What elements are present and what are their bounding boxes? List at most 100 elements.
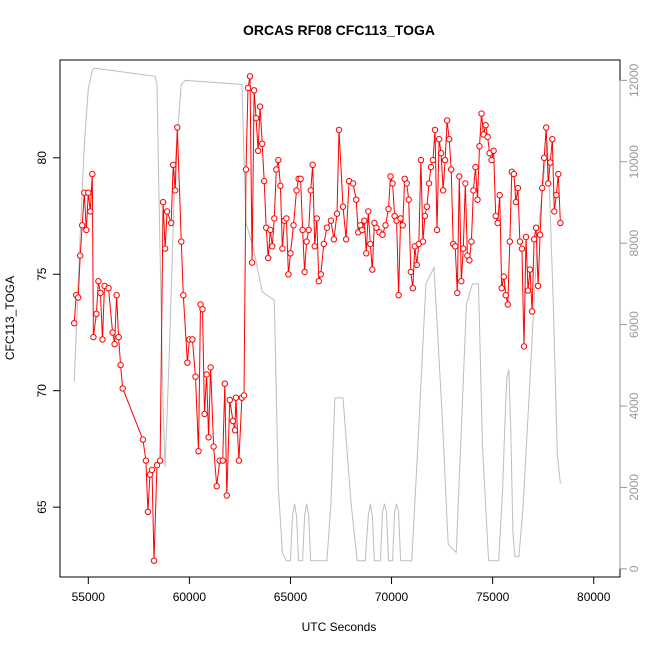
data-point — [543, 124, 550, 131]
data-point — [541, 154, 548, 162]
data-point — [148, 466, 156, 474]
data-point — [178, 238, 185, 245]
x-axis: 55000 60000 65000 70000 75000 80000 — [72, 576, 611, 604]
data-point — [235, 457, 243, 464]
data-point — [156, 457, 164, 464]
data-point — [435, 136, 443, 143]
data-point — [313, 215, 320, 222]
data-point — [199, 306, 206, 313]
data-point — [242, 166, 250, 173]
data-point — [490, 147, 497, 155]
data-point — [514, 184, 522, 192]
data-point — [248, 259, 256, 266]
data-point — [359, 226, 366, 234]
x-tick-label: 75000 — [476, 590, 510, 604]
data-point — [536, 231, 544, 238]
cfc113-line — [73, 76, 561, 561]
data-point — [180, 292, 187, 299]
data-point — [409, 285, 416, 292]
data-point — [90, 333, 97, 341]
data-point — [142, 457, 150, 464]
data-point — [452, 243, 459, 250]
data-point — [389, 180, 396, 187]
data-point — [342, 236, 350, 243]
data-point — [311, 243, 318, 250]
data-point — [468, 238, 475, 245]
data-point — [417, 156, 425, 164]
data-point — [333, 210, 341, 217]
y2-tick-label: 4000 — [627, 392, 641, 419]
y2-axis: 0 2000 4000 6000 8000 10000 12000 — [619, 63, 641, 572]
data-point — [557, 219, 564, 227]
data-point — [476, 143, 483, 150]
data-point — [466, 257, 473, 264]
y-axis: 65 70 75 80 — [35, 151, 60, 514]
data-point — [259, 140, 266, 148]
x-tick-label: 70000 — [375, 590, 409, 604]
data-point — [79, 222, 86, 229]
data-point — [232, 394, 240, 401]
x-tick-label: 60000 — [173, 590, 207, 604]
data-point — [353, 196, 360, 203]
data-point — [144, 508, 152, 515]
data-point — [75, 294, 82, 301]
data-point — [279, 245, 286, 252]
data-point — [159, 198, 167, 206]
data-point — [387, 173, 394, 180]
data-point — [425, 180, 433, 187]
data-point — [516, 238, 524, 245]
y-tick-label: 75 — [35, 267, 49, 281]
x-axis-label: UTC Seconds — [302, 620, 377, 634]
data-point — [439, 187, 447, 194]
data-point — [219, 457, 226, 464]
data-point — [429, 156, 437, 164]
data-point — [99, 336, 106, 343]
data-point — [433, 226, 441, 234]
data-point — [213, 483, 220, 490]
data-point — [85, 189, 92, 196]
data-point — [504, 301, 511, 308]
data-point — [117, 361, 124, 369]
data-point — [407, 268, 414, 276]
data-point — [441, 156, 449, 164]
data-point — [361, 217, 368, 224]
data-point — [226, 396, 234, 404]
data-point — [382, 222, 389, 229]
data-point — [431, 126, 439, 134]
data-point — [95, 278, 102, 285]
y2-tick-label: 8000 — [627, 230, 641, 257]
data-point — [320, 240, 327, 248]
data-point — [269, 243, 276, 250]
data-point — [229, 417, 237, 425]
data-point — [97, 289, 104, 297]
data-point — [293, 187, 300, 194]
plot-box — [59, 59, 621, 578]
data-point — [373, 224, 380, 231]
data-point — [518, 245, 526, 252]
data-point — [170, 161, 177, 169]
data-point — [446, 136, 453, 143]
y-axis-label: CFC113_TOGA — [3, 276, 17, 360]
data-point — [267, 226, 274, 234]
data-point — [139, 436, 147, 443]
data-point — [307, 187, 314, 194]
chart-title: ORCAS RF08 CFC113_TOGA — [243, 22, 435, 38]
data-point — [460, 245, 467, 252]
data-point — [399, 222, 406, 229]
data-point — [547, 159, 554, 166]
data-point — [111, 340, 118, 348]
data-point — [335, 126, 343, 134]
data-point — [456, 173, 463, 180]
data-point — [522, 233, 530, 241]
data-point — [437, 150, 445, 157]
data-point — [261, 177, 268, 185]
data-point — [405, 196, 412, 203]
data-point — [205, 434, 212, 441]
data-point — [421, 212, 429, 220]
y2-tick-label: 6000 — [627, 311, 641, 338]
data-point — [553, 191, 560, 199]
data-point — [168, 219, 175, 227]
data-point — [119, 385, 126, 392]
data-point — [252, 115, 260, 122]
